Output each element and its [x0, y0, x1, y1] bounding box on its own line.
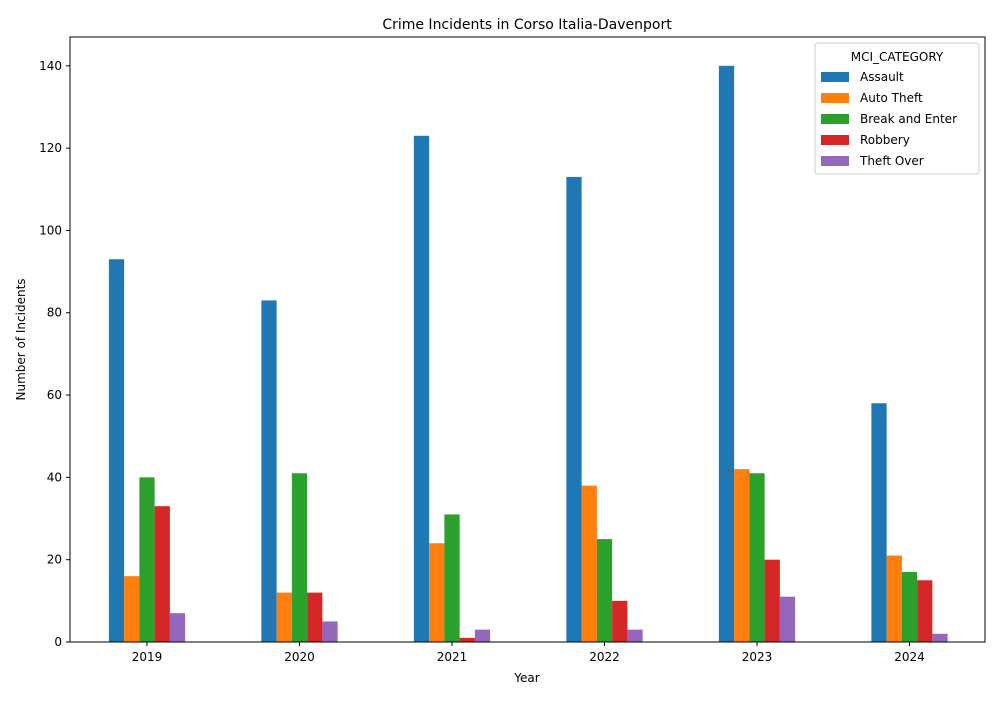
y-tick-label: 60: [47, 388, 62, 402]
x-tick-label: 2020: [284, 650, 315, 664]
legend-label: Theft Over: [859, 154, 924, 168]
legend-swatch-robbery: [821, 135, 849, 145]
bar-break-and-enter-2021: [444, 514, 460, 642]
legend-swatch-break-and-enter: [821, 114, 849, 124]
bar-theft-over-2020: [322, 621, 338, 642]
legend-swatch-theft-over: [821, 156, 849, 166]
legend-frame: [814, 42, 980, 175]
bar-theft-over-2019: [169, 613, 186, 642]
bar-break-and-enter-2023: [749, 473, 765, 642]
bar-theft-over-2024: [932, 633, 948, 642]
bar-auto-theft-2020: [276, 592, 292, 642]
legend: MCI_CATEGORY Assault Auto Theft Break and …: [814, 42, 980, 175]
bar-theft-over-2023: [779, 596, 796, 642]
y-tick-label: 40: [47, 470, 62, 484]
bar-auto-theft-2023: [734, 469, 750, 642]
bar-break-and-enter-2019: [139, 477, 155, 642]
y-tick-label: 20: [47, 553, 62, 567]
bar-robbery-2020: [307, 592, 323, 642]
plot-frame: [69, 36, 986, 643]
x-tick-label: 2023: [742, 650, 773, 664]
y-axis-label: Number of Incidents: [14, 278, 28, 400]
legend-label: Break and Enter: [860, 112, 957, 126]
bar-robbery-2021: [459, 637, 475, 642]
chart-title: Crime Incidents in Corso Italia-Davenpor…: [382, 17, 672, 33]
bar-break-and-enter-2024: [901, 572, 918, 642]
bar-robbery-2019: [154, 506, 170, 642]
y-tick-label: 100: [39, 223, 62, 237]
legend-title: MCI_CATEGORY: [851, 50, 944, 64]
x-tick-label: 2019: [132, 650, 163, 664]
bar-assault-2024: [871, 403, 887, 642]
legend-label: Assault: [860, 70, 904, 84]
axes-group: 0 20 40 60 80 100 120 140 2019 2020 2021 2022 2023 20…: [39, 36, 986, 664]
bar-assault-2023: [718, 65, 735, 642]
x-tick-label: 2022: [589, 650, 620, 664]
bar-theft-over-2021: [474, 629, 491, 642]
bars-group: [108, 65, 948, 642]
y-tick-label: 120: [39, 141, 62, 155]
bar-assault-2019: [108, 259, 125, 642]
bar-break-and-enter-2022: [596, 539, 613, 642]
x-tick-label: 2024: [894, 650, 925, 664]
y-tick-label: 140: [39, 59, 62, 73]
bar-auto-theft-2024: [886, 555, 902, 642]
y-tick-label: 80: [47, 306, 62, 320]
bar-robbery-2023: [764, 559, 780, 642]
bar-assault-2022: [566, 176, 582, 642]
bar-robbery-2022: [612, 600, 628, 642]
bar-robbery-2024: [917, 580, 933, 642]
legend-swatch-assault: [821, 72, 849, 82]
bar-auto-theft-2022: [581, 485, 597, 642]
y-tick-label: 0: [54, 635, 62, 649]
bar-break-and-enter-2020: [291, 473, 308, 642]
bar-assault-2021: [413, 135, 430, 642]
legend-label: Auto Theft: [860, 91, 923, 105]
bar-auto-theft-2019: [124, 576, 140, 642]
legend-swatch-auto-theft: [821, 93, 849, 103]
legend-label: Robbery: [860, 133, 910, 147]
x-tick-label: 2021: [437, 650, 468, 664]
bar-auto-theft-2021: [429, 543, 445, 642]
x-axis-label: Year: [513, 671, 539, 685]
bar-assault-2020: [261, 300, 277, 642]
bar-theft-over-2022: [627, 629, 643, 642]
legend-items: Assault Auto Theft Break and Enter Robbery T…: [821, 70, 957, 168]
